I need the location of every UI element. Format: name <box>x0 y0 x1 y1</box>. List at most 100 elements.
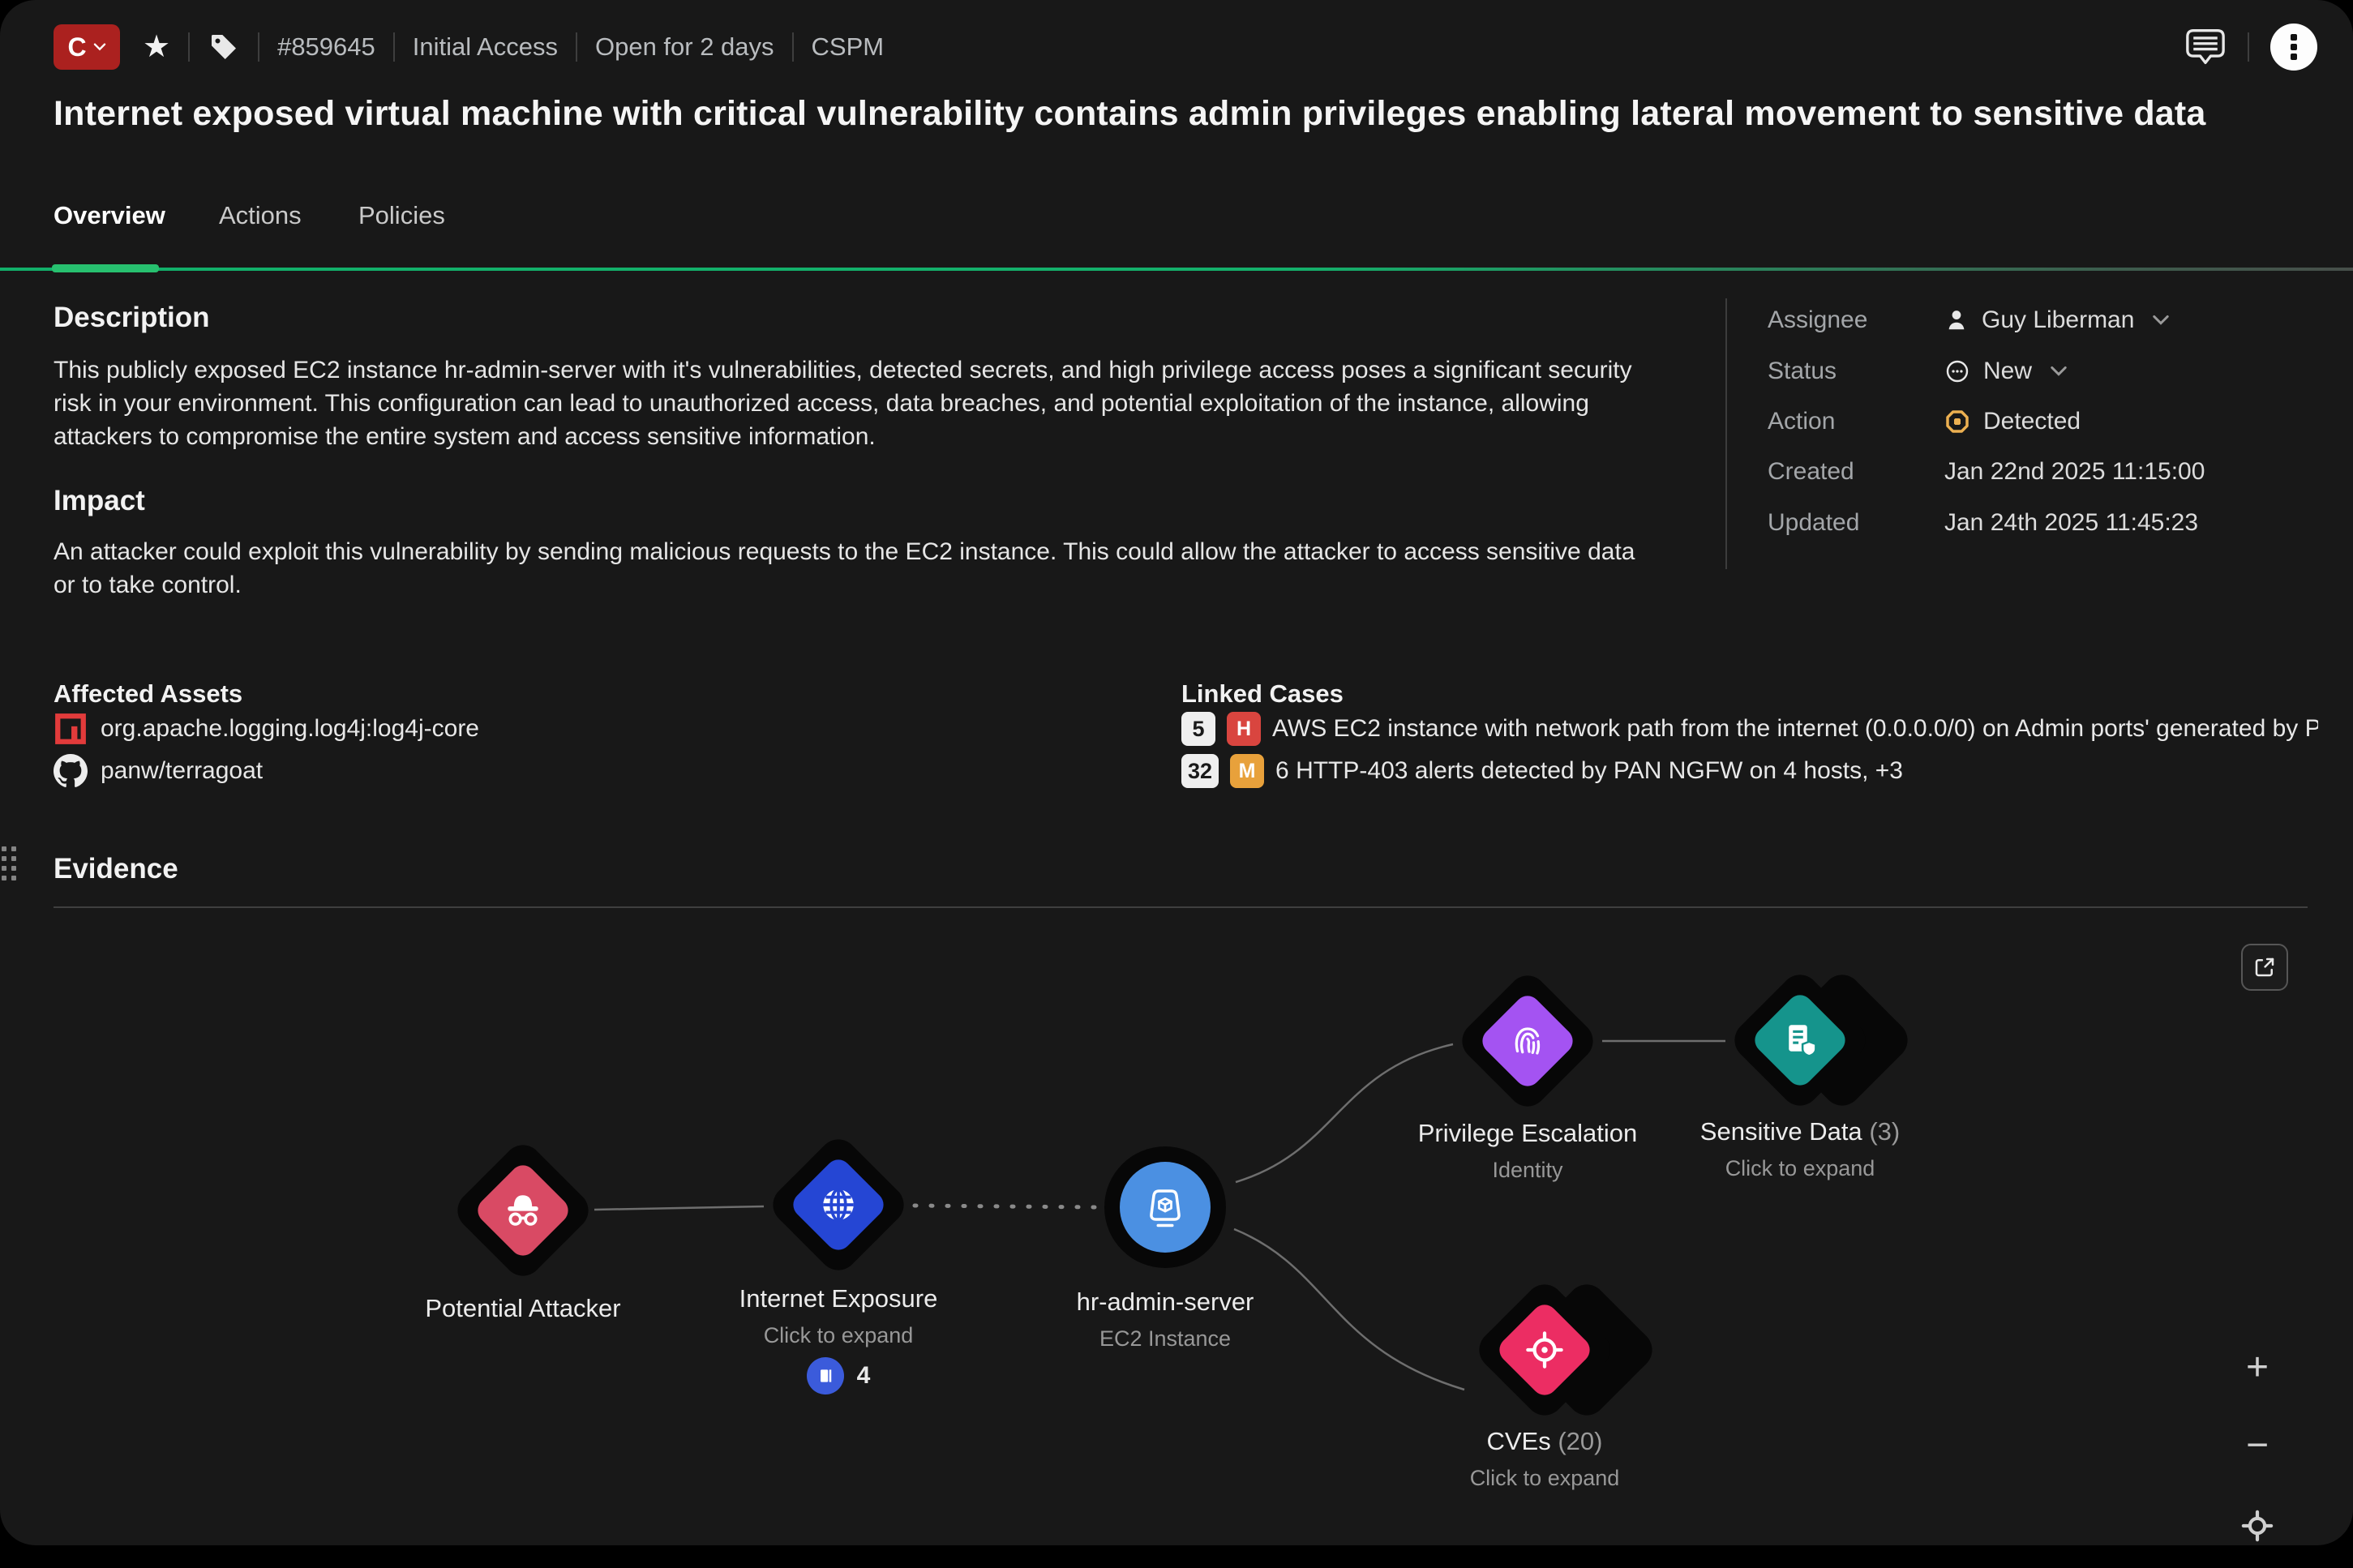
action-label: Action <box>1768 408 1836 435</box>
linked-case-row[interactable]: 5 H AWS EC2 instance with network path f… <box>1181 712 2318 746</box>
linked-case-title: AWS EC2 instance with network path from … <box>1272 715 2318 742</box>
package-icon <box>55 713 86 744</box>
zoom-in-button[interactable]: + <box>2245 1345 2269 1389</box>
node-internet-exposure[interactable] <box>757 1124 919 1286</box>
node-label: hr-admin-server <box>1076 1287 1254 1316</box>
affected-assets-heading: Affected Assets <box>54 679 243 708</box>
divider <box>258 32 260 62</box>
assignee-name: Guy Liberman <box>1982 306 2135 333</box>
node-sublabel: EC2 Instance <box>1099 1326 1232 1351</box>
person-icon <box>1948 311 1965 330</box>
page-title: Internet exposed virtual machine with cr… <box>54 94 2206 133</box>
kebab-dot <box>2291 54 2297 60</box>
created-value: Jan 22nd 2025 11:15:00 <box>1944 458 2205 485</box>
details-divider <box>1725 298 1727 569</box>
node-sublabel[interactable]: Click to expand <box>1725 1156 1875 1180</box>
topbar-right <box>2184 23 2317 71</box>
chevron-down-icon[interactable] <box>2152 314 2170 327</box>
node-sublabel[interactable]: Click to expand <box>1469 1466 1620 1490</box>
topbar: C ★ #859645 Initial Access Open for 2 da… <box>54 23 884 71</box>
divider <box>392 32 395 62</box>
door-badge <box>806 1357 844 1394</box>
comment-icon[interactable] <box>2184 28 2227 66</box>
active-tab-underline <box>52 264 159 272</box>
case-count-badge: 32 <box>1181 754 1219 788</box>
action-text: Detected <box>1983 408 2081 435</box>
node-label: CVEs (20) <box>1486 1427 1603 1455</box>
node-privilege-escalation[interactable] <box>1447 960 1609 1122</box>
node-label: Internet Exposure <box>739 1284 938 1313</box>
node-label: Privilege Escalation <box>1417 1119 1638 1147</box>
severity-medium-badge: M <box>1230 754 1265 788</box>
tab-policies[interactable]: Policies <box>358 201 445 229</box>
recenter-button[interactable] <box>2238 1506 2277 1545</box>
description-heading: Description <box>54 302 210 333</box>
case-id: #859645 <box>277 32 375 61</box>
ec2-instance-icon <box>1150 1189 1181 1227</box>
star-icon[interactable]: ★ <box>143 30 171 64</box>
asset-row[interactable]: panw/terragoat <box>54 754 263 788</box>
open-duration: Open for 2 days <box>594 32 774 61</box>
created-label: Created <box>1768 458 1854 485</box>
description-body: This publicly exposed EC2 instance hr-ad… <box>54 357 1632 450</box>
exposure-badge-row[interactable]: 4 <box>652 1357 1025 1394</box>
status-label: Status <box>1768 358 1837 384</box>
kebab-dot <box>2291 44 2297 50</box>
drag-handle-icon[interactable] <box>2 846 16 880</box>
github-icon <box>54 754 88 787</box>
tab-overview[interactable]: Overview <box>54 201 165 229</box>
case-count-badge: 5 <box>1181 712 1215 746</box>
status-value[interactable]: New <box>1944 358 2068 385</box>
kebab-menu-button[interactable] <box>2270 24 2317 71</box>
kebab-dot <box>2291 34 2297 41</box>
door-icon <box>820 1369 831 1382</box>
fingerprint-icon <box>1515 1027 1541 1055</box>
incognito-icon <box>508 1195 538 1226</box>
chevron-down-icon[interactable] <box>2050 365 2068 378</box>
exposure-count: 4 <box>856 1362 871 1389</box>
asset-row[interactable]: org.apache.logging.log4j:log4j-core <box>54 712 479 746</box>
tag-icon[interactable] <box>208 31 240 63</box>
open-in-new-window-button[interactable] <box>2241 944 2288 991</box>
node-potential-attacker[interactable] <box>442 1129 604 1292</box>
assignee-label: Assignee <box>1768 306 1868 333</box>
node-count: (3) <box>1869 1117 1901 1146</box>
node-count: (20) <box>1558 1427 1603 1455</box>
node-label: Sensitive Data (3) <box>1699 1117 1901 1146</box>
document-shield-icon <box>1789 1025 1817 1057</box>
divider <box>791 32 794 62</box>
node-cves[interactable] <box>1464 1269 1661 1431</box>
updated-label: Updated <box>1768 509 1860 536</box>
tab-actions[interactable]: Actions <box>219 201 302 229</box>
tactic-label: Initial Access <box>412 32 558 61</box>
asset-name: org.apache.logging.log4j:log4j-core <box>101 715 479 742</box>
asset-name: panw/terragoat <box>101 757 264 784</box>
status-new-icon <box>1946 360 1969 383</box>
divider <box>2248 32 2249 62</box>
action-value: Detected <box>1944 408 2081 435</box>
linked-case-row[interactable]: 32 M 6 HTTP-403 alerts detected by PAN N… <box>1181 754 1903 788</box>
linked-cases-heading: Linked Cases <box>1181 679 1344 708</box>
divider <box>188 32 191 62</box>
node-label: Potential Attacker <box>425 1294 621 1322</box>
zoom-out-button[interactable]: − <box>2245 1423 2269 1467</box>
updated-value: Jan 24th 2025 11:45:23 <box>1944 509 2199 536</box>
severity-high-badge: H <box>1227 712 1261 746</box>
node-hr-admin-server[interactable] <box>1084 1126 1246 1288</box>
status-text: New <box>1983 358 2033 384</box>
globe-icon <box>823 1188 854 1222</box>
tab-divider-line <box>0 268 2353 271</box>
source-label: CSPM <box>811 32 885 61</box>
external-link-icon <box>2255 958 2274 977</box>
detected-octagon-icon <box>1946 410 1969 433</box>
assignee-value[interactable]: Guy Liberman <box>1944 306 2170 334</box>
evidence-divider <box>54 906 2308 908</box>
node-sublabel: Identity <box>1492 1158 1563 1182</box>
severity-badge[interactable]: C <box>54 24 120 70</box>
divider <box>575 32 577 62</box>
node-sensitive-data[interactable] <box>1719 959 1916 1121</box>
chevron-down-icon <box>93 43 105 51</box>
node-sublabel[interactable]: Click to expand <box>763 1323 914 1347</box>
linked-case-title: 6 HTTP-403 alerts detected by PAN NGFW o… <box>1275 757 1903 784</box>
